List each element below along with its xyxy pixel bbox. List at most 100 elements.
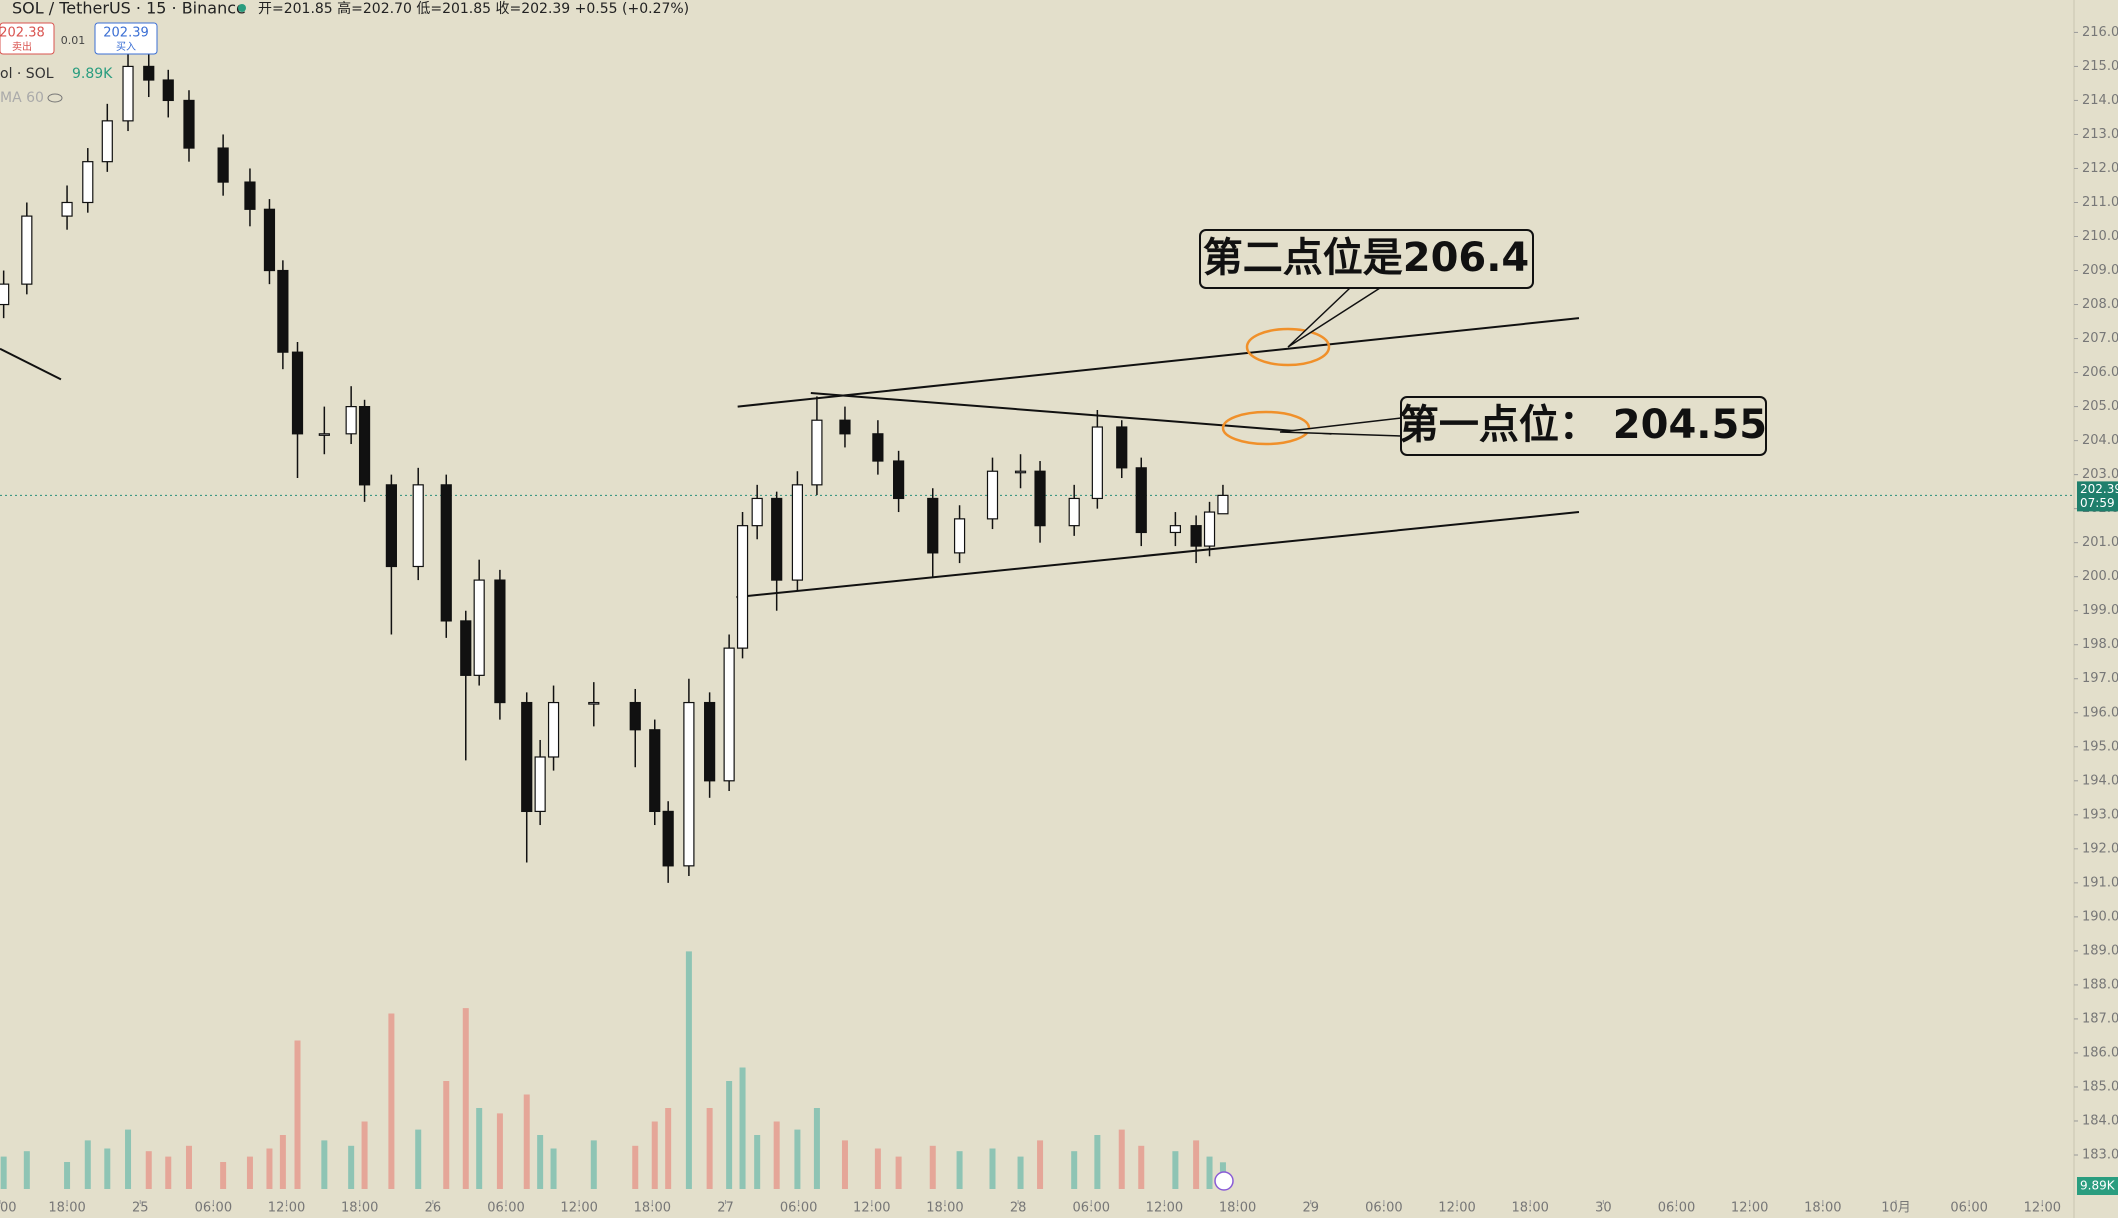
- x-tick-label: 12:00: [560, 1201, 597, 1216]
- candle-body: [263, 208, 276, 272]
- sell-price: 202.38: [0, 26, 45, 41]
- x-tick-label: 06:00: [1950, 1201, 1987, 1216]
- y-tick-label: 189.0: [2082, 943, 2118, 958]
- plot: [0, 49, 2074, 1189]
- volume-bar: [1094, 1135, 1101, 1189]
- candle-body: [751, 497, 763, 527]
- y-tick-label: 196.0: [2082, 705, 2118, 720]
- volume-bar: [266, 1148, 273, 1189]
- candle-body: [736, 525, 749, 649]
- x-tick-label: 29: [1302, 1201, 1319, 1216]
- volume-bar: [1193, 1140, 1200, 1189]
- volume-bar: [1118, 1129, 1125, 1189]
- volume-bar: [1138, 1145, 1145, 1189]
- symbol: SOL / TetherUS · 15 · Binance: [12, 0, 246, 18]
- ohlc: 开=201.85 高=202.70 低=201.85 收=202.39 +0.5…: [258, 0, 689, 17]
- x-tick-label: 26: [425, 1201, 442, 1216]
- candle-body: [82, 161, 94, 204]
- lightning-icon[interactable]: [1214, 1171, 1234, 1191]
- x-tick-label: 18:00: [1219, 1201, 1256, 1216]
- x-tick-label: 10月: [1881, 1201, 1911, 1216]
- x-tick-label: 18:00: [341, 1201, 378, 1216]
- candle-body: [839, 419, 851, 435]
- x-tick-label: 18:00: [1804, 1201, 1841, 1216]
- candle-body: [494, 579, 506, 704]
- candle-body: [791, 484, 804, 581]
- volume-bar: [590, 1140, 597, 1189]
- candle-body: [1034, 470, 1046, 527]
- header: SOL / TetherUS · 15 · Binance 开=201.85 高…: [0, 0, 689, 106]
- trendline: [736, 511, 1580, 599]
- candle-body: [1091, 426, 1103, 500]
- y-tick-label: 195.0: [2082, 739, 2118, 754]
- x-tick-label: 12:00: [2024, 1201, 2061, 1216]
- y-tick-label: 213.0: [2082, 127, 2118, 142]
- candle-body: [385, 484, 397, 568]
- y-tick-label: 208.0: [2082, 297, 2118, 312]
- last-price-box: [2077, 481, 2118, 512]
- volume-bar: [1071, 1151, 1078, 1189]
- volume-bar: [841, 1140, 848, 1189]
- volume-bar: [537, 1135, 544, 1189]
- callout-text: 第一点位： 204.55: [1399, 402, 1767, 448]
- trendline: [0, 347, 62, 381]
- volume-axis-label: 9.89K: [2080, 1179, 2116, 1193]
- volume-bar: [23, 1151, 30, 1189]
- candle-body: [1068, 497, 1080, 527]
- candle-body: [1190, 525, 1202, 547]
- y-tick-label: 193.0: [2082, 807, 2118, 822]
- volume-bar: [685, 951, 692, 1189]
- volume-bar: [550, 1148, 557, 1189]
- spread: 0.01: [61, 34, 86, 47]
- candle-body: [162, 79, 174, 102]
- eye-icon[interactable]: [47, 93, 63, 103]
- volume-bar: [1172, 1151, 1179, 1189]
- y-tick-label: 190.0: [2082, 909, 2118, 924]
- volume-bar: [1017, 1156, 1024, 1189]
- candle-body: [345, 406, 357, 435]
- volume-bar: [813, 1108, 820, 1189]
- y-tick-label: 206.0: [2082, 365, 2118, 380]
- candle-body: [629, 701, 641, 731]
- volume-bar: [220, 1162, 227, 1189]
- annotation-shapes: 第二点位是206.4 第一点位： 204.55: [1199, 229, 1767, 1191]
- trendline: [810, 391, 1332, 435]
- y-tick-label: 186.0: [2082, 1045, 2118, 1060]
- y-tick-label: 212.0: [2082, 161, 2118, 176]
- volume-bar: [294, 1040, 301, 1189]
- y-tick-label: 201.0: [2082, 535, 2118, 550]
- volume-bar: [165, 1156, 172, 1189]
- y-tick-label: 209.0: [2082, 263, 2118, 278]
- volume-bar: [145, 1151, 152, 1189]
- y-tick-label: 205.0: [2082, 399, 2118, 414]
- y-tick-label: 200.0: [2082, 569, 2118, 584]
- x-tick-label: 12:00: [853, 1201, 890, 1216]
- volume-bar: [348, 1145, 355, 1189]
- candle-body: [122, 65, 134, 122]
- candle-body: [662, 810, 674, 867]
- candle-body: [1014, 470, 1027, 474]
- sell-button[interactable]: [0, 22, 55, 55]
- x-tick-label: 12:00: [1731, 1201, 1768, 1216]
- x-tick-label: 18:00: [1511, 1201, 1548, 1216]
- buy-button[interactable]: [94, 22, 158, 55]
- candle-body: [1135, 467, 1147, 534]
- volume-bar: [754, 1135, 761, 1189]
- volume-bar: [185, 1145, 192, 1189]
- candle-body: [277, 269, 289, 353]
- volume-bar: [84, 1140, 91, 1189]
- x-tick-label: 30: [1595, 1201, 1612, 1216]
- x-tick-label: 00: [0, 1201, 17, 1216]
- candle-body: [723, 647, 735, 782]
- countdown: 07:59: [2080, 496, 2115, 510]
- y-tick-label: 188.0: [2082, 977, 2118, 992]
- volume-axis-box: [2077, 1177, 2118, 1195]
- trendline: [737, 317, 1580, 408]
- highlight-ellipse: [1245, 327, 1331, 367]
- ma-label: MA 60: [0, 90, 44, 106]
- candle-body: [521, 701, 533, 813]
- y-tick-label: 198.0: [2082, 637, 2118, 652]
- candle-body: [893, 460, 905, 500]
- candle-body: [183, 99, 195, 149]
- volume-bar: [523, 1094, 530, 1189]
